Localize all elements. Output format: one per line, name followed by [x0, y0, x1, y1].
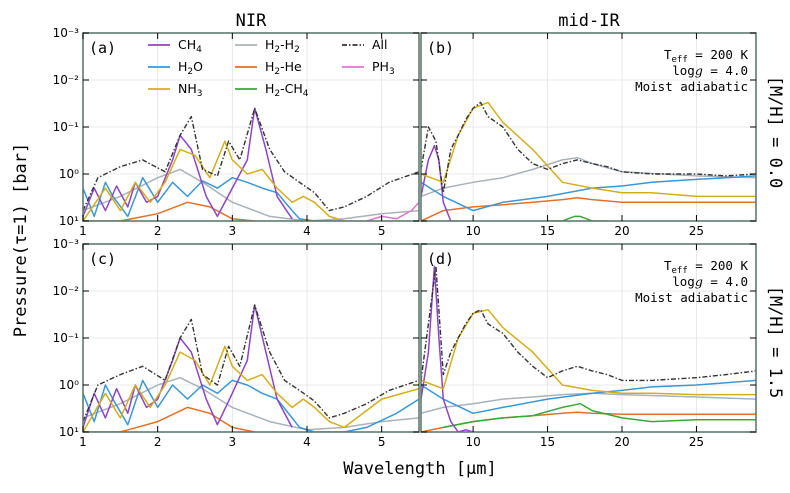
mir-column-title: mid-IR — [558, 11, 620, 31]
row-title-top: [M/H] = 0.0 — [765, 76, 785, 189]
series-h2o — [83, 176, 345, 221]
x-tick-label: 15 — [540, 224, 555, 238]
x-tick-label: 10 — [465, 435, 480, 449]
panel-label: (b) — [427, 39, 454, 57]
x-tick-label: 5 — [378, 224, 386, 238]
legend-entry-ch4: CH4 — [148, 37, 202, 55]
series-h2-h2 — [83, 376, 419, 431]
series-h2o — [421, 379, 756, 415]
series-ph3 — [366, 201, 419, 221]
series-nh3 — [83, 140, 345, 221]
y-tick-label: 10¹ — [59, 425, 79, 439]
nir-column-title: NIR — [236, 11, 267, 31]
legend-entry-h2-h2: H2-H2 — [235, 37, 300, 55]
x-tick-label: 15 — [540, 435, 555, 449]
panel-c: 1 2 3 4 5 10⁻³ 10⁻² 10⁻¹ 10⁰ 10¹ (c) — [53, 237, 420, 449]
x-tick-label: 1 — [79, 224, 87, 238]
x-tick-label: 4 — [303, 224, 311, 238]
series-ch4 — [421, 265, 474, 432]
series-all — [83, 304, 419, 422]
series-h2-ch4 — [443, 402, 756, 429]
y-axis-label: Pressure(τ=1) [bar] — [11, 143, 31, 337]
x-tick-label: 2 — [154, 435, 162, 449]
legend: CH4 H2O NH3 H2-H2 H2-He H2-CH4 All PH3 — [148, 37, 395, 99]
series-all — [421, 265, 756, 382]
y-tick-label: 10⁻³ — [53, 26, 80, 40]
x-axis-label: Wavelength [μm] — [343, 459, 497, 479]
series-nh3 — [83, 345, 419, 432]
profile-annotation: Moist adiabatic — [635, 79, 748, 94]
x-tick-label: 3 — [229, 435, 237, 449]
legend-label: CH4 — [178, 37, 202, 55]
series-h2-h2 — [421, 156, 756, 198]
legend-entry-h2-he: H2-He — [235, 59, 302, 77]
x-tick-label: 10 — [465, 224, 480, 238]
legend-label: PH3 — [372, 59, 395, 77]
y-tick-label: 10¹ — [59, 214, 79, 228]
series-h2o — [421, 175, 756, 212]
panel-label: (c) — [89, 250, 116, 268]
legend-label: H2O — [178, 59, 203, 77]
teff-annotation: Teff = 200 K — [664, 47, 748, 65]
x-tick-label: 20 — [614, 435, 629, 449]
x-tick-label: 25 — [689, 224, 704, 238]
x-tick-label: 25 — [689, 435, 704, 449]
legend-entry-ph3: PH3 — [342, 59, 395, 77]
x-tick-label: 5 — [378, 435, 386, 449]
legend-label: H2-CH4 — [265, 81, 309, 99]
x-tick-label: 4 — [303, 435, 311, 449]
x-tick-label: 20 — [614, 224, 629, 238]
series-all — [421, 101, 756, 194]
series-nh3 — [421, 308, 756, 396]
teff-annotation: Teff = 200 K — [664, 258, 748, 276]
logg-annotation: logg = 4.0 — [672, 63, 748, 78]
panel-a: 1 2 3 4 5 10⁻³ 10⁻² 10⁻¹ 10⁰ 10¹ (a) — [53, 26, 420, 238]
y-tick-label: 10⁻¹ — [53, 331, 80, 345]
legend-label: H2-H2 — [265, 37, 300, 55]
profile-annotation: Moist adiabatic — [635, 290, 748, 305]
panel-label: (a) — [89, 39, 116, 57]
series-h2-h2 — [83, 168, 419, 221]
logg-annotation: logg = 4.0 — [672, 274, 748, 289]
x-tick-label: 3 — [229, 224, 237, 238]
y-tick-label: 10⁻² — [53, 73, 80, 87]
legend-label: All — [372, 37, 388, 52]
legend-label: H2-He — [265, 59, 302, 77]
series-h2o — [83, 379, 419, 432]
series-all — [83, 107, 419, 212]
legend-entry-nh3: NH3 — [148, 81, 202, 99]
legend-entry-all: All — [342, 37, 388, 52]
series-h2-he — [83, 201, 255, 221]
x-tick-label: 2 — [154, 224, 162, 238]
y-tick-label: 10⁻³ — [53, 237, 80, 251]
y-tick-label: 10⁻¹ — [53, 120, 80, 134]
legend-label: NH3 — [178, 81, 202, 99]
y-tick-label: 10⁰ — [59, 167, 79, 181]
series-h2-he — [421, 196, 756, 221]
y-tick-label: 10⁰ — [59, 378, 79, 392]
series-h2-ch4 — [547, 215, 608, 221]
legend-entry-h2-ch4: H2-CH4 — [235, 81, 309, 99]
legend-entry-h2o: H2O — [148, 59, 203, 77]
y-tick-label: 10⁻² — [53, 284, 80, 298]
series-h2-h2 — [421, 392, 756, 415]
row-title-bottom: [M/H] = 1.5 — [765, 286, 785, 399]
panel-label: (d) — [427, 250, 454, 268]
x-tick-label: 1 — [79, 435, 87, 449]
